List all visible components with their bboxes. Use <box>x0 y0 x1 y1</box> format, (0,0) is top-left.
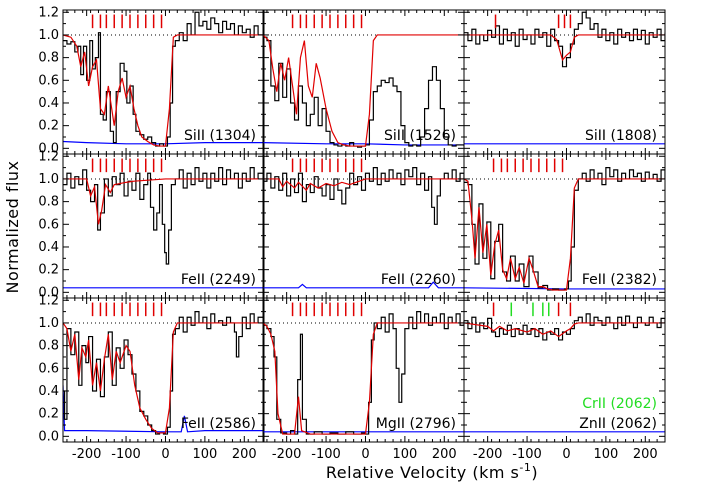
error-spectrum <box>63 385 264 433</box>
model-fit <box>63 322 264 434</box>
y-tick-label: 1.2 <box>38 5 59 20</box>
panel-plot-area <box>263 14 464 148</box>
panel-plot-area <box>63 158 264 289</box>
error-spectrum <box>263 281 464 289</box>
x-tick-label: -100 <box>512 447 542 462</box>
x-tick-label: 200 <box>232 447 257 462</box>
flux-data <box>263 167 464 225</box>
panel-ZnII-2062: -200 -100 0 100 200 ZnII (2062) CrII (2062) <box>463 297 666 462</box>
y-tick-label: 0.0 <box>38 285 59 300</box>
panel-label-overlay: CrII (2062) <box>582 396 657 412</box>
x-tick-label: 100 <box>392 447 417 462</box>
panel-FeII-2249: 0.0 0.2 0.4 0.6 0.8 1.0 1.2 FeII (2249) <box>38 149 265 300</box>
model-fit <box>464 178 665 291</box>
panel-label: ZnII (2062) <box>579 416 657 432</box>
y-tick-label: 1.0 <box>38 28 59 43</box>
panel-SiII-1808: SiII (1808) <box>463 9 666 155</box>
x-tick-label: 200 <box>633 447 658 462</box>
panel-FeII-2382: FeII (2382) <box>463 153 666 299</box>
model-fit <box>263 178 464 192</box>
y-tick-label: 1.0 <box>38 172 59 187</box>
panel-SiII-1526: SiII (1526) <box>262 9 465 155</box>
panel-label: SiII (1526) <box>384 128 456 144</box>
panel-FeII-2586: 0.0 0.2 0.4 0.6 0.8 1.0 1.2 -200 -100 0 100 200 FeII… <box>38 293 265 462</box>
panel-plot-area <box>263 158 464 289</box>
y-tick-label: 1.2 <box>38 149 59 164</box>
y-tick-label: 0.4 <box>38 240 59 255</box>
y-tick-label: 1.0 <box>38 316 59 331</box>
model-fit <box>263 322 464 435</box>
panel-plot-area <box>63 11 264 147</box>
y-tick-label: 0.0 <box>38 141 59 156</box>
x-axis-title-superscript: -1 <box>519 461 531 474</box>
flux-data <box>464 313 665 341</box>
panel-label: MgII (2796) <box>376 416 456 432</box>
model-fit <box>63 178 264 225</box>
y-tick-label: 1.2 <box>38 293 59 308</box>
panel-label: SiII (1808) <box>585 128 657 144</box>
panel-label: FeII (2260) <box>381 272 456 288</box>
model-fit <box>263 34 464 147</box>
flux-data <box>63 167 264 265</box>
y-tick-label: 0.2 <box>38 119 59 134</box>
y-tick-label: 0.2 <box>38 407 59 422</box>
y-tick-label: 0.8 <box>38 51 59 66</box>
panel-plot-area <box>263 302 464 435</box>
y-tick-label: 0.2 <box>38 263 59 278</box>
panel-label: FeII (2586) <box>181 416 256 432</box>
panel-FeII-2260: FeII (2260) <box>262 153 465 299</box>
panel-plot-area <box>63 302 264 435</box>
y-tick-label: 0.6 <box>38 217 59 232</box>
y-axis-title: Normalized flux <box>3 160 22 293</box>
y-tick-label: 0.6 <box>38 73 59 88</box>
panel-label: SiII (1304) <box>184 128 256 144</box>
x-tick-label: 0 <box>161 447 169 462</box>
flux-data <box>464 11 665 68</box>
model-fit <box>63 34 264 147</box>
x-tick-label: 0 <box>361 447 369 462</box>
panel-plot-area <box>464 302 665 433</box>
y-tick-label: 0.0 <box>38 429 59 444</box>
x-axis-title-close: ) <box>531 463 538 482</box>
panel-plot-area <box>464 11 665 145</box>
x-tick-label: -200 <box>272 447 302 462</box>
panel-plot-area <box>464 158 665 291</box>
panels: 0.0 0.2 0.4 0.6 0.8 1.0 1.2 SiII (1304) SiII (15… <box>38 5 666 462</box>
y-tick-label: 0.4 <box>38 96 59 111</box>
x-tick-label: -100 <box>111 447 141 462</box>
x-tick-label: -100 <box>311 447 341 462</box>
x-axis-title-text: Relative Velocity (km s <box>326 463 519 482</box>
x-tick-label: 0 <box>562 447 570 462</box>
x-tick-label: -200 <box>473 447 503 462</box>
x-tick-label: -200 <box>72 447 102 462</box>
flux-data <box>63 11 264 147</box>
panel-MgII-2796: -200 -100 0 100 200 MgII (2796) <box>262 297 465 462</box>
panel-SiII-1304: 0.0 0.2 0.4 0.6 0.8 1.0 1.2 SiII (1304) <box>38 5 265 156</box>
y-tick-label: 0.4 <box>38 384 59 399</box>
error-spectrum <box>63 140 264 145</box>
model-fit <box>464 34 665 62</box>
panel-frame <box>62 297 265 443</box>
panel-label: FeII (2382) <box>582 272 657 288</box>
x-tick-label: 100 <box>593 447 618 462</box>
x-tick-label: 200 <box>432 447 457 462</box>
y-tick-label: 0.6 <box>38 361 59 376</box>
panel-label: FeII (2249) <box>181 272 256 288</box>
y-tick-label: 0.8 <box>38 195 59 210</box>
model-fit <box>464 322 665 338</box>
x-tick-label: 100 <box>192 447 217 462</box>
y-tick-label: 0.8 <box>38 339 59 354</box>
panel-frame <box>463 297 666 443</box>
x-axis-title: Relative Velocity (km s-1) <box>326 461 538 482</box>
